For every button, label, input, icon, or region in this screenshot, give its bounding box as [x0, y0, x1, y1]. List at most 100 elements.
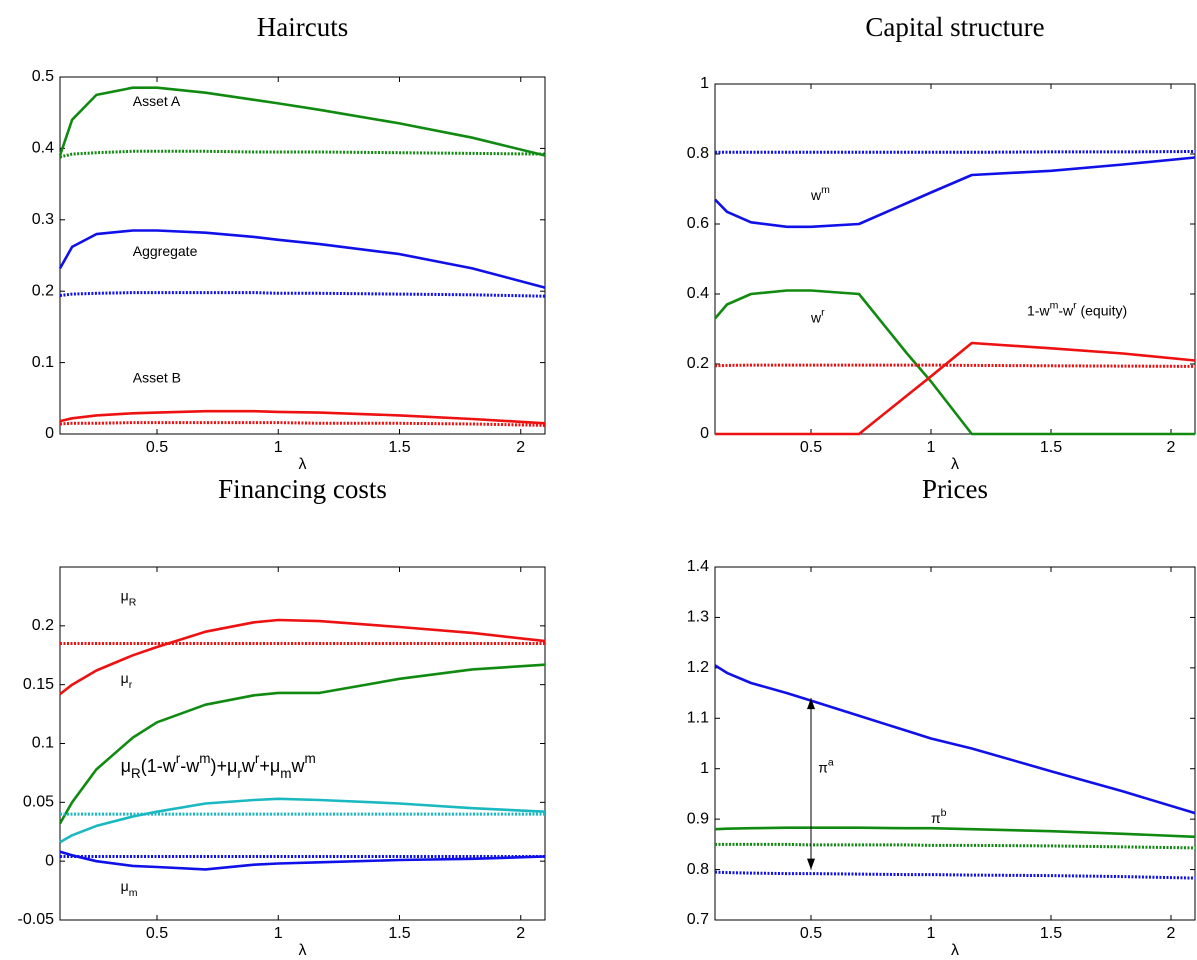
x-axis-label: λ [299, 942, 307, 959]
y-tick-label: -0.05 [18, 911, 55, 928]
annotation-part: -w [180, 756, 200, 776]
series-line [59, 291, 546, 298]
series-line [714, 289, 1195, 436]
x-tick-label: 0.5 [146, 925, 168, 942]
series-line [714, 870, 1196, 880]
annotation: Aggregate [133, 243, 198, 259]
series-line [715, 150, 1196, 154]
y-tick-label: 0.7 [687, 911, 709, 928]
x-tick-label: 1 [274, 439, 283, 456]
axes-box [714, 566, 1196, 921]
annotation-part: (1-w [141, 756, 177, 776]
y-tick-label: 0.2 [32, 617, 54, 634]
annotation: wr [810, 306, 825, 325]
annotation-part: r [255, 751, 260, 766]
axes-box [714, 83, 1196, 435]
annotation: πb [931, 807, 947, 826]
annotation-part: b [941, 807, 947, 819]
annotation: μR(1-wr-wm)+μrwr+μmwm [121, 751, 316, 781]
y-tick-label: 0.4 [687, 285, 709, 302]
subplot: Capital structure 0 0.2 0.4 0.6 0.8 1 0.5 1 1.5 2 λ… [687, 12, 1196, 473]
series-line [58, 86, 546, 157]
y-tick-label: 1.2 [687, 659, 709, 676]
annotation: wm [810, 184, 830, 203]
axes-box [59, 76, 546, 435]
y-tick-label: 0.1 [32, 735, 54, 752]
y-tick-label: 0 [45, 852, 54, 869]
x-axis-label: λ [951, 456, 959, 473]
subplot-title: Financing costs [218, 474, 387, 504]
annotation-part: μ [121, 756, 131, 776]
annotation-part: R [131, 766, 141, 781]
annotation-part: (equity) [1077, 302, 1128, 318]
series-line [714, 363, 1196, 368]
series-line [59, 618, 546, 696]
x-tick-label: 2 [516, 925, 525, 942]
annotation-part: m [199, 751, 210, 766]
series-line [714, 156, 1196, 229]
x-tick-label: 1.5 [388, 439, 410, 456]
subplot: Haircuts 0 0.1 0.2 0.3 0.4 0.5 0.5 1 1.5 2 λ Asset A… [32, 12, 546, 473]
annotation: μR [121, 587, 137, 608]
x-tick-label: 1.5 [1040, 925, 1062, 942]
annotation-part: a [828, 756, 834, 768]
x-tick-label: 1 [274, 925, 283, 942]
subplot-title: Prices [922, 474, 988, 504]
x-tick-label: 0.5 [146, 439, 168, 456]
annotation: πa [818, 756, 834, 775]
x-tick-label: 1.5 [388, 925, 410, 942]
series-line [59, 421, 546, 427]
annotation-part: w [291, 756, 306, 776]
y-tick-label: 0.6 [687, 215, 709, 232]
x-tick-label: 0.5 [800, 439, 822, 456]
annotation-part: r [1073, 299, 1077, 311]
series-line [59, 149, 546, 159]
annotation-part: )+μ [211, 756, 238, 776]
annotation-part: Aggregate [133, 243, 198, 259]
annotation: Asset A [133, 93, 181, 109]
annotation-part: μ [121, 878, 129, 894]
y-tick-label: 0.15 [23, 676, 54, 693]
y-tick-label: 0.8 [687, 861, 709, 878]
annotation-part: -w [1058, 302, 1074, 318]
y-tick-label: 0.1 [32, 354, 54, 371]
x-tick-label: 2 [516, 439, 525, 456]
y-tick-label: 1.4 [687, 558, 709, 575]
y-tick-label: 0.2 [32, 282, 54, 299]
annotation-part: m [305, 751, 316, 766]
annotation: Asset B [133, 369, 181, 385]
annotation-part: r [129, 679, 133, 691]
y-tick-label: 0.5 [32, 68, 54, 85]
x-tick-label: 1 [927, 439, 936, 456]
annotation-part: π [931, 810, 941, 826]
series-line [715, 341, 1196, 436]
annotation-part: π [818, 759, 828, 775]
y-tick-label: 0.8 [687, 145, 709, 162]
y-tick-label: 0.4 [32, 140, 54, 157]
subplot: Financing costs -0.05 0 0.05 0.1 0.15 0.2 0.5 1 1… [18, 474, 546, 959]
y-tick-label: 0.2 [687, 355, 709, 372]
annotation-part: m [1050, 299, 1059, 311]
annotation-part: m [821, 184, 830, 196]
subplot-title: Haircuts [257, 12, 348, 42]
x-tick-label: 0.5 [800, 925, 822, 942]
annotation-part: 1-w [1027, 302, 1050, 318]
arrow-head [807, 858, 815, 870]
annotation-part: m [280, 766, 291, 781]
annotation: μm [121, 878, 138, 899]
annotation-part: Asset B [133, 369, 181, 385]
annotation-part: r [821, 306, 825, 318]
series-line [58, 663, 546, 825]
x-tick-label: 2 [1167, 925, 1176, 942]
y-tick-label: 1 [700, 75, 709, 92]
x-tick-label: 2 [1167, 439, 1176, 456]
annotation-part: Asset A [133, 93, 181, 109]
series-line [714, 826, 1196, 839]
arrow-head [807, 698, 815, 710]
y-tick-label: 0.05 [23, 794, 54, 811]
x-axis-label: λ [299, 456, 307, 473]
annotation: μr [121, 669, 133, 690]
series-line [59, 797, 546, 844]
y-tick-label: 1 [700, 760, 709, 777]
